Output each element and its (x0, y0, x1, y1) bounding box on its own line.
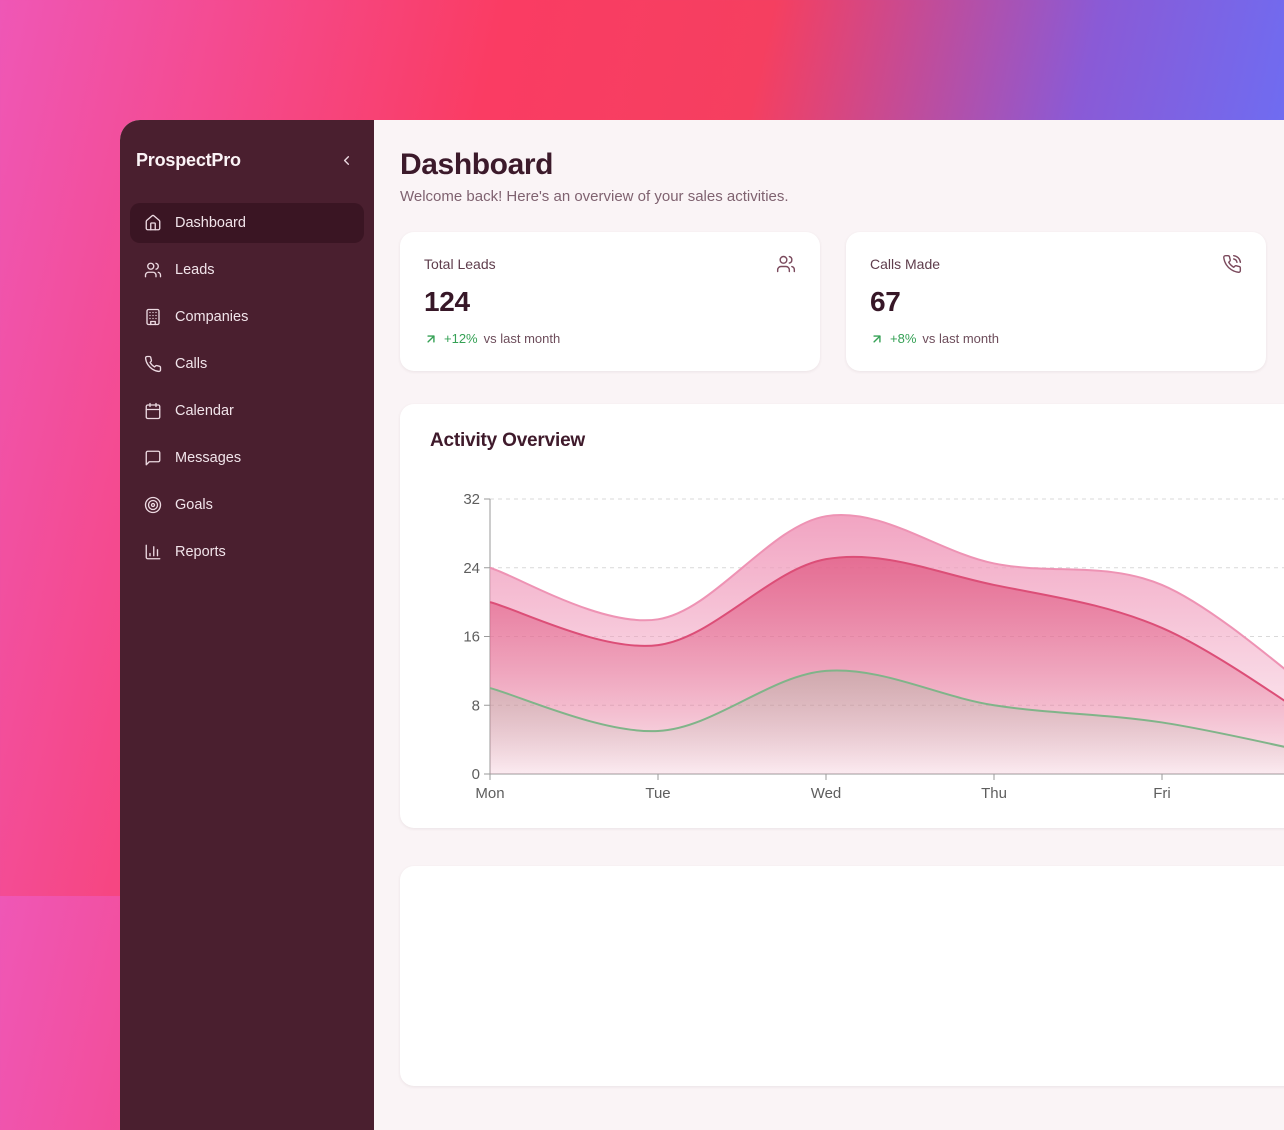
sidebar-item-goals[interactable]: Goals (130, 485, 364, 525)
target-icon (144, 496, 162, 514)
sidebar: ProspectPro Dashboard Leads (120, 120, 374, 1130)
activity-area-chart: 08162432MonTueWedThuFriSat (463, 491, 1284, 802)
main-content: Dashboard Welcome back! Here's an overvi… (374, 120, 1284, 1130)
sidebar-header: ProspectPro (130, 150, 364, 171)
stat-trend: +8% vs last month (870, 331, 1242, 346)
svg-text:24: 24 (463, 560, 480, 577)
sidebar-item-messages[interactable]: Messages (130, 438, 364, 478)
svg-text:Fri: Fri (1153, 785, 1171, 802)
sidebar-item-label: Calls (175, 356, 208, 372)
users-icon (144, 261, 162, 279)
svg-text:Tue: Tue (645, 785, 670, 802)
svg-text:Mon: Mon (475, 785, 504, 802)
sidebar-nav: Dashboard Leads Companies Calls (130, 203, 364, 572)
bottom-card-clipped (400, 866, 1284, 1086)
sidebar-item-calendar[interactable]: Calendar (130, 391, 364, 431)
stat-trend: +12% vs last month (424, 331, 796, 346)
activity-overview-card: Activity Overview 0 8 16 24 32 Mon Tue Wed Thu Fr… (400, 404, 1284, 828)
stat-value: 124 (424, 286, 470, 317)
stat-card-calls-made: Calls Made 67 +8% vs last month (846, 232, 1266, 371)
app-window: ProspectPro Dashboard Leads (120, 120, 1284, 1130)
sidebar-item-companies[interactable]: Companies (130, 297, 364, 337)
users-icon (776, 254, 796, 279)
sidebar-item-label: Reports (175, 544, 226, 560)
sidebar-item-label: Goals (175, 497, 213, 513)
trend-caption: vs last month (483, 331, 561, 346)
sidebar-item-leads[interactable]: Leads (130, 250, 364, 290)
stat-label: Total Leads (424, 256, 496, 272)
svg-text:Thu: Thu (981, 785, 1007, 802)
svg-text:32: 32 (463, 491, 480, 508)
app-logo: ProspectPro (136, 150, 241, 170)
sidebar-item-label: Dashboard (175, 215, 246, 231)
svg-text:Wed: Wed (811, 785, 842, 802)
home-icon (144, 214, 162, 232)
stat-value: 67 (870, 286, 901, 317)
svg-text:0: 0 (472, 766, 480, 783)
bar-chart-icon (144, 543, 162, 561)
stat-card-total-leads: Total Leads 124 +12% vs last month (400, 232, 820, 371)
building-icon (144, 308, 162, 326)
sidebar-item-dashboard[interactable]: Dashboard (130, 203, 364, 243)
svg-text:8: 8 (472, 697, 480, 714)
trend-percent: +8% (890, 331, 917, 346)
phone-call-icon (1222, 254, 1242, 279)
page-title: Dashboard (400, 148, 554, 181)
trend-caption: vs last month (922, 331, 999, 346)
stats-row: Total Leads 124 +12% vs last month Calls (400, 232, 1284, 371)
chevron-left-icon (339, 153, 354, 168)
sidebar-item-label: Calendar (175, 403, 234, 419)
message-icon (144, 449, 162, 467)
sidebar-item-label: Messages (175, 450, 242, 466)
page-subtitle: Welcome back! Here's an overview of your… (400, 188, 789, 205)
arrow-up-right-icon (870, 332, 884, 346)
calendar-icon (144, 402, 162, 420)
sidebar-item-calls[interactable]: Calls (130, 344, 364, 384)
sidebar-item-label: Leads (175, 262, 215, 278)
svg-text:16: 16 (463, 629, 480, 646)
sidebar-item-label: Companies (175, 309, 249, 325)
phone-icon (144, 355, 162, 373)
arrow-up-right-icon (424, 332, 438, 346)
stat-label: Calls Made (870, 256, 941, 272)
chart-title: Activity Overview (430, 430, 586, 451)
trend-percent: +12% (444, 331, 478, 346)
sidebar-item-reports[interactable]: Reports (130, 532, 364, 572)
sidebar-collapse-button[interactable] (337, 151, 356, 170)
